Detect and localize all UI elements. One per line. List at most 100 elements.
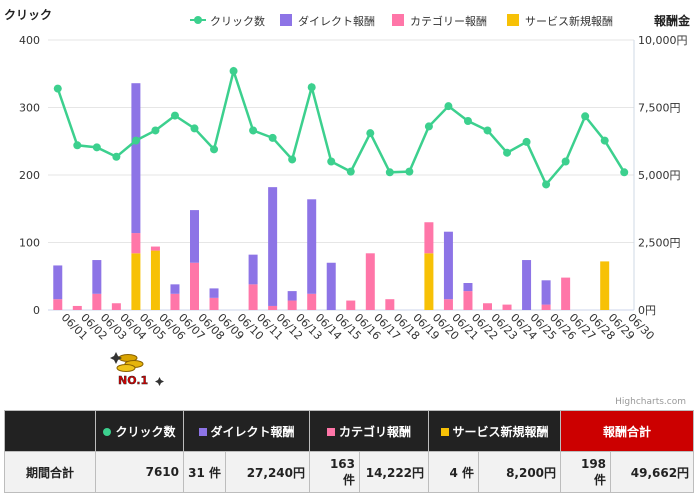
bar-segment[interactable] [190,210,199,263]
bar-segment[interactable] [287,291,297,301]
bar-segment[interactable] [53,265,63,300]
click-point[interactable] [405,167,414,176]
click-point[interactable] [112,152,121,161]
click-line [56,66,626,187]
click-point[interactable] [327,157,336,166]
bar-segment[interactable] [600,261,610,310]
x-axis-ticks: 06/0106/0206/0306/0406/0506/0606/0706/08… [59,311,657,343]
left-tick-label: 200 [19,169,40,182]
legend-label: カテゴリー報酬 [410,14,487,28]
click-point[interactable] [424,122,433,131]
bar-segment[interactable] [522,260,532,310]
click-point[interactable] [151,126,160,135]
bar-segment[interactable] [463,291,473,310]
click-point[interactable] [620,168,629,177]
bar-segment[interactable] [463,283,473,292]
summary-header-row: クリック数 ダイレクト報酬 カテゴリ報酬 サービス新規報酬 報酬合計 [4,410,694,452]
bar-segment[interactable] [307,199,317,294]
bar-segment[interactable] [170,293,180,310]
click-point[interactable] [268,133,277,142]
legend[interactable]: クリック数 ダイレクト報酬 カテゴリー報酬 サービス新規報酬 [190,14,613,28]
bar-segment[interactable] [111,303,121,310]
bar-segment[interactable] [483,303,492,310]
bar-segment[interactable] [365,253,375,310]
click-point[interactable] [600,136,609,145]
click-point[interactable] [210,145,219,154]
bar-segment[interactable] [268,305,278,310]
bar-segment[interactable] [170,284,180,294]
legend-item[interactable]: サービス新規報酬 [507,14,613,28]
bar-segment[interactable] [150,246,160,251]
row-label: 期間合計 [4,451,96,493]
click-point[interactable] [92,143,101,152]
highcharts-credit[interactable]: Highcharts.com [615,397,686,407]
bar-segment[interactable] [92,260,102,294]
right-tick-label: 2,500円 [638,237,681,250]
legend-dot-symbol [194,16,202,24]
bar-segment[interactable] [92,293,102,310]
bar-segment[interactable] [190,262,199,310]
click-point[interactable] [522,137,531,146]
header-total: 報酬合計 [560,410,694,452]
click-point[interactable] [483,126,492,135]
bar-segment[interactable] [541,304,551,310]
click-point[interactable] [53,84,62,93]
bar-segment[interactable] [268,187,278,306]
bar-segment[interactable] [307,293,317,310]
bar-segment[interactable] [561,277,571,310]
click-point[interactable] [444,102,453,111]
combo-chart: 0 100 200 300 400 0円 2,500円 5,000円 7,500円 10,000… [4,8,691,407]
bar-segment[interactable] [53,299,63,310]
bar-segment[interactable] [248,254,258,285]
legend-item[interactable]: ダイレクト報酬 [280,14,375,28]
right-axis-ticks: 0円 2,500円 5,000円 7,500円 10,000円 [638,34,688,317]
clicks-dot-icon [103,427,112,436]
legend-item[interactable]: カテゴリー報酬 [392,14,487,28]
bar-segment[interactable] [248,284,258,310]
click-point[interactable] [385,168,394,177]
click-point[interactable] [542,180,551,189]
click-point[interactable] [249,126,258,135]
legend-label: サービス新規報酬 [525,14,613,28]
left-tick-label: 0 [33,304,40,317]
bar-segment[interactable] [424,222,434,254]
bar-segment[interactable] [424,253,434,310]
click-point[interactable] [346,167,355,176]
click-point[interactable] [288,155,297,164]
click-point[interactable] [561,157,570,166]
left-tick-label: 400 [19,34,40,47]
bar-segment[interactable] [209,288,219,298]
grid-lines [48,39,635,311]
bar-segment[interactable] [150,250,160,310]
bar-segment[interactable] [385,299,395,310]
category-count: 163 件 [309,451,361,493]
click-point[interactable] [503,148,512,157]
click-point[interactable] [131,136,140,145]
click-point[interactable] [366,129,375,138]
bar-segment[interactable] [131,233,141,254]
summary-table: クリック数 ダイレクト報酬 カテゴリ報酬 サービス新規報酬 報酬合計 期間合計 … [4,410,694,493]
click-point[interactable] [73,141,82,150]
service-amount: 8,200円 [478,451,562,493]
header-service: サービス新規報酬 [428,410,562,452]
bar-segment[interactable] [443,299,453,310]
bar-segment[interactable] [131,253,141,310]
click-point[interactable] [307,83,316,92]
bar-segment[interactable] [209,297,219,310]
bar-segment[interactable] [346,300,356,310]
click-point[interactable] [581,112,590,121]
click-point[interactable] [170,111,179,120]
bar-segment[interactable] [326,262,336,310]
legend-item[interactable]: クリック数 [190,15,265,28]
click-point[interactable] [463,117,472,125]
bar-segment[interactable] [443,231,453,300]
header-category: カテゴリ報酬 [309,410,430,452]
click-point[interactable] [229,67,238,76]
bar-segment[interactable] [502,304,512,310]
click-point[interactable] [190,124,199,133]
legend-square-symbol [392,14,404,26]
bar-segment[interactable] [72,305,82,310]
bar-segment[interactable] [541,280,551,305]
bar-segment[interactable] [287,300,297,310]
bar-segment[interactable] [131,83,141,234]
